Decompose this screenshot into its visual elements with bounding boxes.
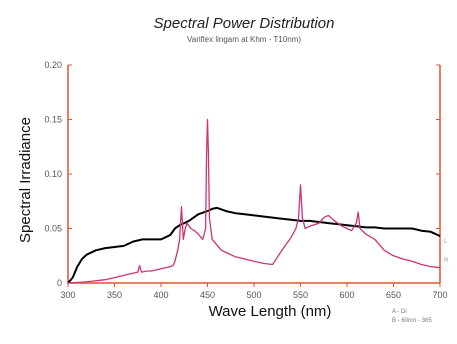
y-tick-label: 0 (57, 278, 62, 288)
series-lines (67, 118, 441, 284)
y-axis-label: Spectral Irradiance (17, 117, 34, 243)
x-tick-label: 600 (339, 290, 354, 300)
y-tick-label: 0.20 (44, 60, 62, 70)
x-tick-label: 500 (246, 290, 261, 300)
x-tick-label: 400 (153, 290, 168, 300)
x-tick-label: 300 (60, 290, 75, 300)
tick-labels: 300 350 400 450 500 550 600 650 700 0 0.05 0.10 0.15… (44, 60, 447, 300)
x-tick-label: 650 (386, 290, 401, 300)
y-tick-label: 0.15 (44, 115, 62, 125)
end-label-upper: L (444, 239, 448, 245)
y-tick-label: 0.10 (44, 169, 62, 179)
legend: A - Di B - 60nm - 365 (392, 309, 432, 324)
y-tick-label: 0.05 (44, 224, 62, 234)
series-line-magenta (67, 118, 441, 284)
legend-line-a: A - Di (392, 309, 407, 315)
x-axis-label: Wave Length (nm) (209, 303, 332, 320)
x-tick-label: 350 (107, 290, 122, 300)
chart-title: Spectral Power Distribution (154, 15, 335, 32)
x-tick-label: 550 (293, 290, 308, 300)
chart-subtitle: Variflex lingam at Khm - T10nm) (187, 35, 301, 44)
axes (67, 64, 441, 287)
end-label-lower: R (444, 258, 449, 264)
x-tick-label: 450 (200, 290, 215, 300)
series-line-black (67, 206, 441, 284)
end-labels: L R (444, 239, 449, 264)
legend-line-b: B - 60nm - 365 (392, 318, 432, 324)
x-tick-label: 700 (432, 290, 447, 300)
